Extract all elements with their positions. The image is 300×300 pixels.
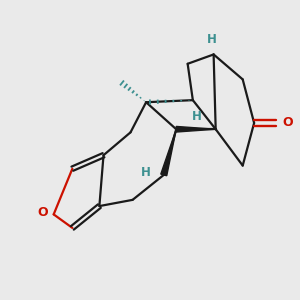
- Text: H: H: [192, 110, 202, 124]
- Text: H: H: [207, 32, 217, 46]
- Text: O: O: [282, 116, 293, 129]
- Text: H: H: [141, 166, 151, 178]
- Text: O: O: [38, 206, 48, 220]
- Polygon shape: [176, 126, 216, 132]
- Polygon shape: [161, 129, 176, 176]
